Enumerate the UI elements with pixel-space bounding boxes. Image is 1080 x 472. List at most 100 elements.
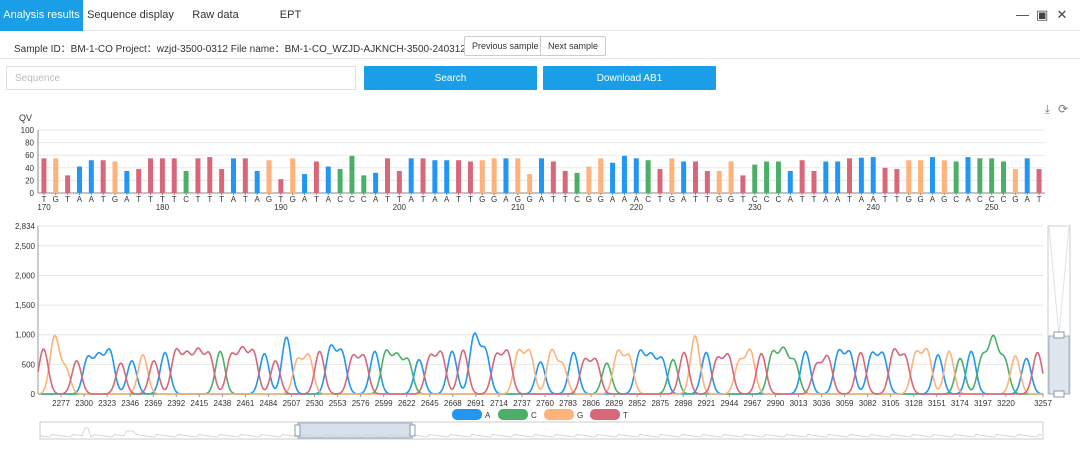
qv-base-letter: A [835, 195, 841, 204]
trace-x-tick-label: 2875 [651, 399, 669, 408]
qv-bar [302, 174, 308, 193]
qv-bar [610, 162, 616, 193]
qv-base-letter: A [859, 195, 865, 204]
qv-base-letter: G [290, 195, 296, 204]
qv-base-letter: T [894, 195, 899, 204]
qv-bar [171, 158, 177, 193]
qv-bar [373, 172, 379, 193]
trace-x-tick-label: 3036 [813, 399, 831, 408]
refresh-icon[interactable]: ⟳ [1057, 102, 1068, 116]
qv-base-letter: G [266, 195, 272, 204]
trace-curve-A [38, 331, 1043, 395]
qv-base-letter: A [634, 195, 640, 204]
tab-ept[interactable]: EPT [279, 9, 302, 21]
qv-bar [491, 158, 497, 193]
trace-x-tick-label: 2277 [52, 399, 70, 408]
tab-raw-data[interactable]: Raw data [192, 9, 239, 21]
maximize-icon[interactable]: ▣ [1036, 7, 1049, 22]
tab-sequence-display[interactable]: Sequence display [87, 9, 174, 21]
minimize-icon[interactable]: — [1016, 7, 1029, 22]
trace-x-tick-label: 2576 [352, 399, 370, 408]
trace-x-tick-label: 3257 [1034, 399, 1052, 408]
trace-x-tick-label: 2921 [697, 399, 715, 408]
overview-scrollbar[interactable] [39, 421, 1044, 440]
next-sample-button[interactable]: Next sample [540, 36, 607, 56]
qv-bar [384, 158, 390, 193]
legend-label-A: A [485, 411, 491, 420]
sample-info-bar: Sample ID：BM-1-CO Project：wzjd-3500-0312… [0, 32, 1080, 59]
trace-chart: 0 500 1,000 1,500 2,000 2,500 2,834 2277 2300 23… [15, 222, 1071, 440]
close-icon[interactable]: ✕ [1056, 7, 1068, 22]
qv-base-letter: C [183, 195, 189, 204]
download-ab1-button[interactable]: Download AB1 [543, 66, 716, 90]
trace-x-tick-label: 3013 [790, 399, 808, 408]
qv-bar [1001, 161, 1007, 193]
qv-base-letter: A [254, 195, 260, 204]
overview-handle-left [294, 424, 301, 437]
sample-info-text: Sample ID：BM-1-CO Project：wzjd-3500-0312… [14, 44, 509, 55]
qv-base-letter: A [89, 195, 95, 204]
qv-bar [444, 160, 450, 193]
trace-x-tick-label: 2484 [260, 399, 278, 408]
trace-x-tick-label: 2323 [98, 399, 116, 408]
qv-base-letter: T [207, 195, 212, 204]
qv-bar [965, 157, 971, 193]
trace-y-tick-label: 2,000 [15, 271, 36, 280]
trace-x-tick-label: 2990 [767, 399, 785, 408]
legend-swatch-T [590, 409, 620, 420]
trace-y-ticks: 0 500 1,000 1,500 2,000 2,500 2,834 [15, 222, 36, 399]
trace-x-tick-label: 2852 [628, 399, 646, 408]
qv-bar [290, 158, 296, 193]
qv-bar [124, 170, 130, 193]
chart-tools: ⤓ ⟳ [1045, 102, 1068, 117]
qv-base-letter: G [479, 195, 485, 204]
qv-bar [456, 160, 462, 193]
qv-base-letter: T [136, 195, 141, 204]
download-icon[interactable]: ⤓ [1044, 102, 1050, 116]
qv-axis-label: QV [19, 113, 32, 123]
qv-base-letter: A [1025, 195, 1031, 204]
sequence-input[interactable] [6, 66, 356, 90]
qv-bar [539, 158, 544, 193]
qv-base-letter: T [160, 195, 165, 204]
qv-bar [598, 158, 604, 193]
previous-sample-button[interactable]: Previous sample [464, 36, 547, 56]
qv-bar [515, 158, 521, 193]
trace-curves [37, 331, 1044, 395]
vertical-zoom-slider[interactable] [1047, 225, 1071, 398]
qv-base-letter: T [1037, 195, 1042, 204]
trace-x-tick-label: 2530 [306, 399, 324, 408]
overview-window [297, 422, 413, 439]
qv-bar [361, 175, 367, 193]
qv-bar [349, 155, 355, 193]
trace-y-tick-label: 0 [31, 390, 36, 399]
qv-base-letter: A [871, 195, 877, 204]
legend-swatch-G [544, 409, 574, 420]
qv-bar [41, 158, 47, 193]
qv-base-letter: T [397, 195, 402, 204]
qv-base-letter: C [1001, 195, 1007, 204]
qv-base-letter: T [800, 195, 805, 204]
qv-base-letter: T [693, 195, 698, 204]
qv-bar [693, 161, 699, 193]
trace-x-tick-label: 2346 [121, 399, 139, 408]
qv-bar [408, 158, 414, 193]
search-button[interactable]: Search [364, 66, 537, 90]
qv-base-letter: T [551, 195, 556, 204]
tab-analysis-results[interactable]: Analysis results [0, 0, 83, 31]
qv-base-letter: T [456, 195, 461, 204]
qv-base-letter: C [574, 195, 580, 204]
qv-bar [728, 161, 734, 193]
qv-bar [527, 174, 533, 193]
trace-x-tick-label: 2461 [237, 399, 255, 408]
qv-base-letter: A [124, 195, 130, 204]
qv-y-tick-label: 0 [30, 189, 35, 198]
qv-bar [195, 158, 201, 193]
qv-base-letter: A [788, 195, 794, 204]
qv-base-letter: C [776, 195, 782, 204]
qv-base-letter: C [977, 195, 983, 204]
qv-base-letter: G [586, 195, 592, 204]
qv-base-letter: C [752, 195, 758, 204]
qv-bar [858, 157, 864, 193]
